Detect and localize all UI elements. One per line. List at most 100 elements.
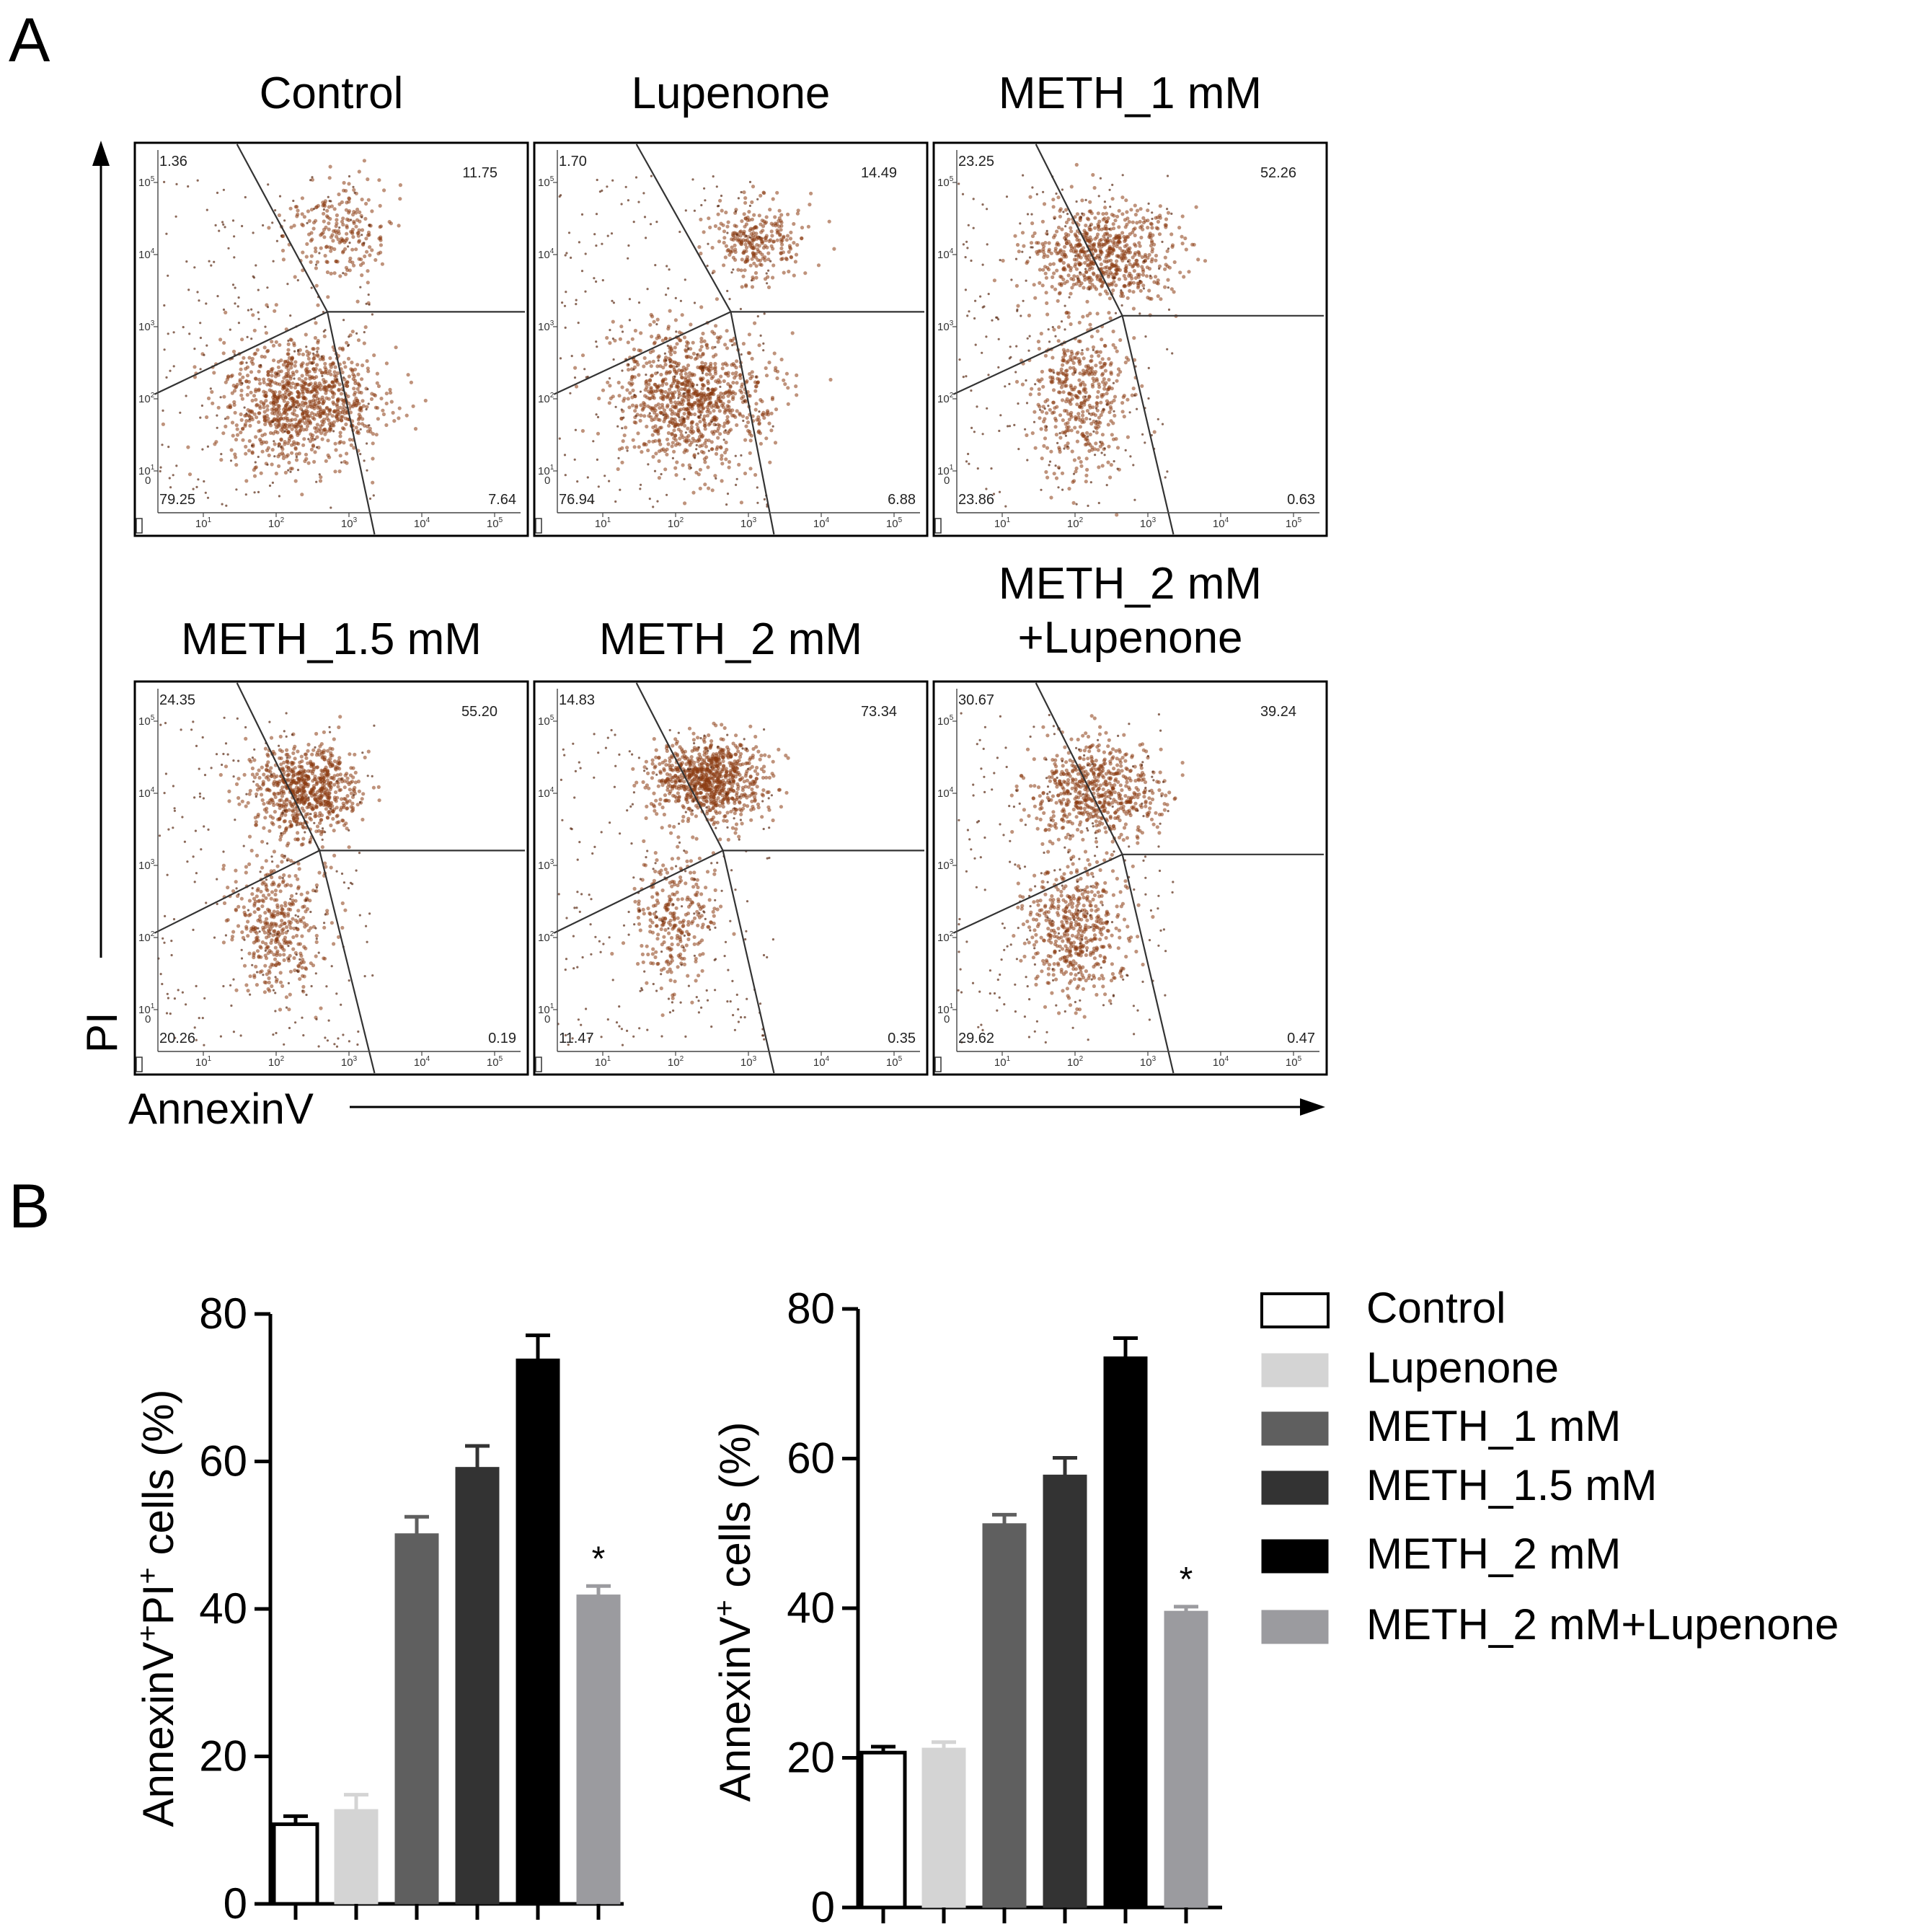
event-point (273, 442, 277, 446)
event-point (632, 347, 637, 352)
event-point (313, 383, 317, 387)
event-point (324, 807, 328, 811)
event-point (779, 213, 784, 217)
event-point (1165, 249, 1169, 253)
event-point (358, 405, 363, 410)
event-point (344, 422, 348, 427)
event-point (1093, 237, 1097, 241)
event-point (595, 280, 598, 283)
event-point (300, 222, 304, 226)
event-point (1088, 275, 1092, 280)
event-point (653, 469, 657, 472)
event-point (320, 845, 324, 850)
event-point (663, 449, 668, 454)
event-point (724, 440, 728, 445)
event-point (1196, 257, 1200, 262)
event-point (1076, 350, 1080, 355)
event-point (699, 404, 704, 408)
event-point (314, 246, 318, 250)
event-point (784, 371, 789, 376)
event-point (239, 367, 243, 371)
y-tick-label: 101 (138, 464, 155, 477)
event-point (1115, 349, 1119, 353)
event-point (1107, 410, 1112, 415)
event-point (792, 273, 796, 278)
event-point (286, 418, 290, 423)
event-point (686, 406, 691, 410)
event-point (1073, 264, 1077, 268)
event-point (1131, 220, 1135, 224)
event-point (398, 197, 402, 201)
event-point (1053, 371, 1056, 374)
event-point (283, 430, 286, 433)
event-point (1102, 237, 1107, 242)
event-point (668, 364, 673, 369)
event-point (307, 369, 311, 374)
event-point (311, 779, 315, 783)
event-point (1048, 369, 1053, 373)
event-point (263, 422, 267, 427)
event-point (740, 190, 743, 194)
event-point (1098, 292, 1102, 296)
event-point (291, 400, 296, 404)
event-point (282, 410, 286, 415)
event-point (759, 193, 763, 198)
event-point (330, 506, 332, 509)
event-point (165, 376, 168, 379)
event-point (1139, 235, 1144, 239)
event-point (365, 302, 368, 305)
event-point (703, 460, 707, 464)
event-point (355, 332, 358, 335)
event-point (253, 816, 257, 820)
event-point (1076, 456, 1082, 460)
event-point (1147, 202, 1150, 205)
event-point (761, 190, 766, 195)
event-point (745, 379, 749, 384)
event-point (336, 371, 340, 376)
event-point (570, 355, 573, 358)
event-point (289, 433, 293, 438)
event-point (242, 356, 246, 360)
event-point (293, 418, 298, 422)
event-point (270, 374, 274, 378)
event-point (363, 459, 366, 462)
event-point (304, 255, 309, 259)
event-point (1109, 371, 1113, 376)
event-point (335, 407, 340, 412)
event-point (595, 213, 598, 216)
event-point (720, 456, 724, 462)
event-point (368, 303, 371, 306)
event-point (997, 366, 1000, 369)
event-point (650, 335, 654, 339)
event-point (1078, 283, 1082, 288)
event-point (1102, 343, 1107, 348)
event-point (309, 817, 313, 822)
event-point (643, 216, 647, 219)
event-point (704, 455, 709, 459)
tick-base: 10 (595, 518, 607, 530)
event-point (167, 446, 170, 449)
event-point (271, 221, 274, 224)
event-point (628, 319, 632, 322)
event-point (1144, 219, 1148, 223)
event-point (1054, 476, 1059, 480)
event-point (1057, 325, 1061, 330)
event-point (1112, 381, 1115, 384)
event-point (1089, 238, 1094, 242)
event-point (337, 469, 342, 474)
event-point (273, 423, 278, 427)
event-point (1102, 408, 1105, 411)
event-point (577, 322, 580, 325)
event-point (297, 394, 301, 399)
event-point (284, 389, 288, 394)
event-point (352, 219, 356, 224)
event-point (376, 417, 381, 421)
event-point (738, 373, 743, 377)
event-point (245, 374, 250, 378)
event-point (266, 463, 269, 466)
event-point (1032, 231, 1037, 235)
event-point (221, 351, 226, 356)
event-point (327, 384, 332, 389)
event-point (281, 453, 286, 457)
event-point (735, 483, 738, 487)
